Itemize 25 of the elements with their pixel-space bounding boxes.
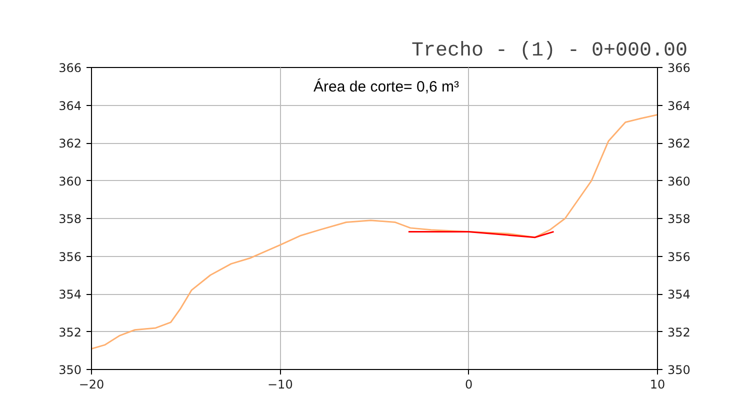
y-tick-label: 360 <box>58 174 82 188</box>
x-tick-label: −20 <box>78 378 104 392</box>
y2-tick-label: 364 <box>668 98 690 113</box>
line-series <box>92 114 658 350</box>
y-tick-label: 358 <box>58 212 82 226</box>
y2-tick-label: 360 <box>668 174 690 188</box>
y-tick-label: 366 <box>58 61 82 75</box>
y2-tick-label: 350 <box>668 363 690 377</box>
x-tick-label: 10 <box>650 378 666 392</box>
chart-title: Trecho - (1) - 0+000.00 <box>411 40 688 62</box>
y-tick-label: 354 <box>58 288 82 302</box>
y2-tick-label: 352 <box>668 325 690 340</box>
y2-tick-label: 358 <box>668 212 690 226</box>
y2-tick-label: 366 <box>668 61 690 75</box>
x-tick-label: 0 <box>465 378 473 392</box>
y-tick-label: 362 <box>58 136 82 150</box>
y-tick-label: 352 <box>58 325 82 340</box>
y-tick-label: 364 <box>58 98 82 113</box>
y-tick-label: 356 <box>58 250 82 264</box>
annotation: Área de corte= 0,6 m³ <box>314 78 459 96</box>
y2-tick-label: 362 <box>668 136 690 150</box>
y-tick-label: 350 <box>58 363 82 377</box>
y2-tick-label: 354 <box>668 288 690 302</box>
x-tick-label: −10 <box>268 378 293 392</box>
y2-tick-label: 356 <box>668 250 690 264</box>
